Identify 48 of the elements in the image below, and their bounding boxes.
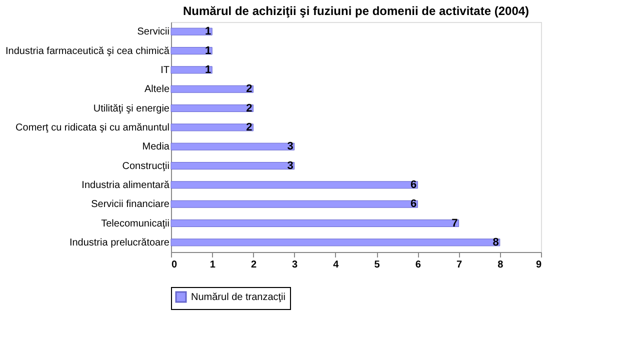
legend-label: Numărul de tranzacţii bbox=[191, 292, 286, 303]
y-tick-label: Industria prelucrătoare bbox=[69, 237, 170, 248]
y-tick-label: Construcţii bbox=[122, 160, 170, 172]
y-tick-label: Telecomunicaţii bbox=[101, 218, 170, 230]
y-tick-label: Servicii financiare bbox=[91, 199, 170, 210]
y-tick-label: IT bbox=[160, 64, 170, 76]
bar bbox=[170, 220, 460, 227]
bar bbox=[170, 47, 212, 54]
y-tick-label: Utilităţi şi energie bbox=[93, 103, 170, 114]
bar bbox=[170, 200, 418, 208]
y-tick-label: Servicii bbox=[137, 26, 170, 38]
x-tick-label: 7 bbox=[456, 260, 462, 270]
y-tick-label: Industria alimentară bbox=[82, 180, 170, 191]
x-tick-label: 9 bbox=[536, 260, 542, 270]
x-tick-label: 6 bbox=[415, 260, 422, 270]
x-tick-label: 3 bbox=[292, 260, 298, 270]
y-tick-label: Comerţ cu ridicata şi cu amănuntul bbox=[16, 122, 170, 134]
data-label: 1 bbox=[204, 26, 212, 38]
data-label: 2 bbox=[246, 121, 252, 134]
x-tick-label: 5 bbox=[374, 260, 380, 270]
x-tick-label: 1 bbox=[210, 260, 216, 270]
bar bbox=[170, 238, 500, 246]
x-tick-label: 0 bbox=[172, 260, 178, 270]
bar bbox=[170, 28, 212, 36]
data-label: 3 bbox=[287, 160, 294, 172]
bar bbox=[170, 142, 295, 150]
x-tick-label: 4 bbox=[333, 260, 340, 270]
data-label: 7 bbox=[452, 217, 458, 230]
bar bbox=[170, 162, 295, 170]
data-label: 1 bbox=[204, 44, 212, 57]
y-tick-label: Media bbox=[142, 142, 170, 153]
chart-title: Numărul de achiziţii şi fuziuni pe domenii de activitate (2004) bbox=[182, 4, 530, 18]
data-label: 2 bbox=[246, 83, 252, 96]
bar bbox=[170, 66, 212, 74]
data-label: 6 bbox=[410, 198, 417, 210]
bar bbox=[170, 85, 254, 93]
data-label: 3 bbox=[287, 140, 294, 153]
y-tick-label: Industria farmaceutică şi cea chimică bbox=[6, 46, 170, 57]
data-label: 1 bbox=[204, 64, 212, 76]
bar bbox=[170, 104, 254, 112]
x-tick-label: 2 bbox=[250, 260, 257, 270]
x-tick-label: 8 bbox=[498, 260, 504, 270]
bar bbox=[170, 181, 418, 189]
y-tick-label: Altele bbox=[144, 84, 170, 96]
bar bbox=[170, 124, 254, 132]
data-label: 8 bbox=[492, 236, 499, 248]
data-label: 6 bbox=[410, 178, 417, 191]
data-label: 2 bbox=[246, 102, 252, 114]
